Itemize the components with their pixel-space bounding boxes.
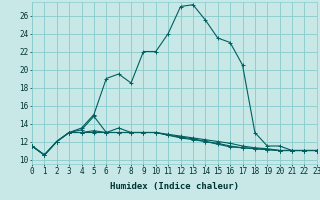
X-axis label: Humidex (Indice chaleur): Humidex (Indice chaleur) bbox=[110, 182, 239, 191]
